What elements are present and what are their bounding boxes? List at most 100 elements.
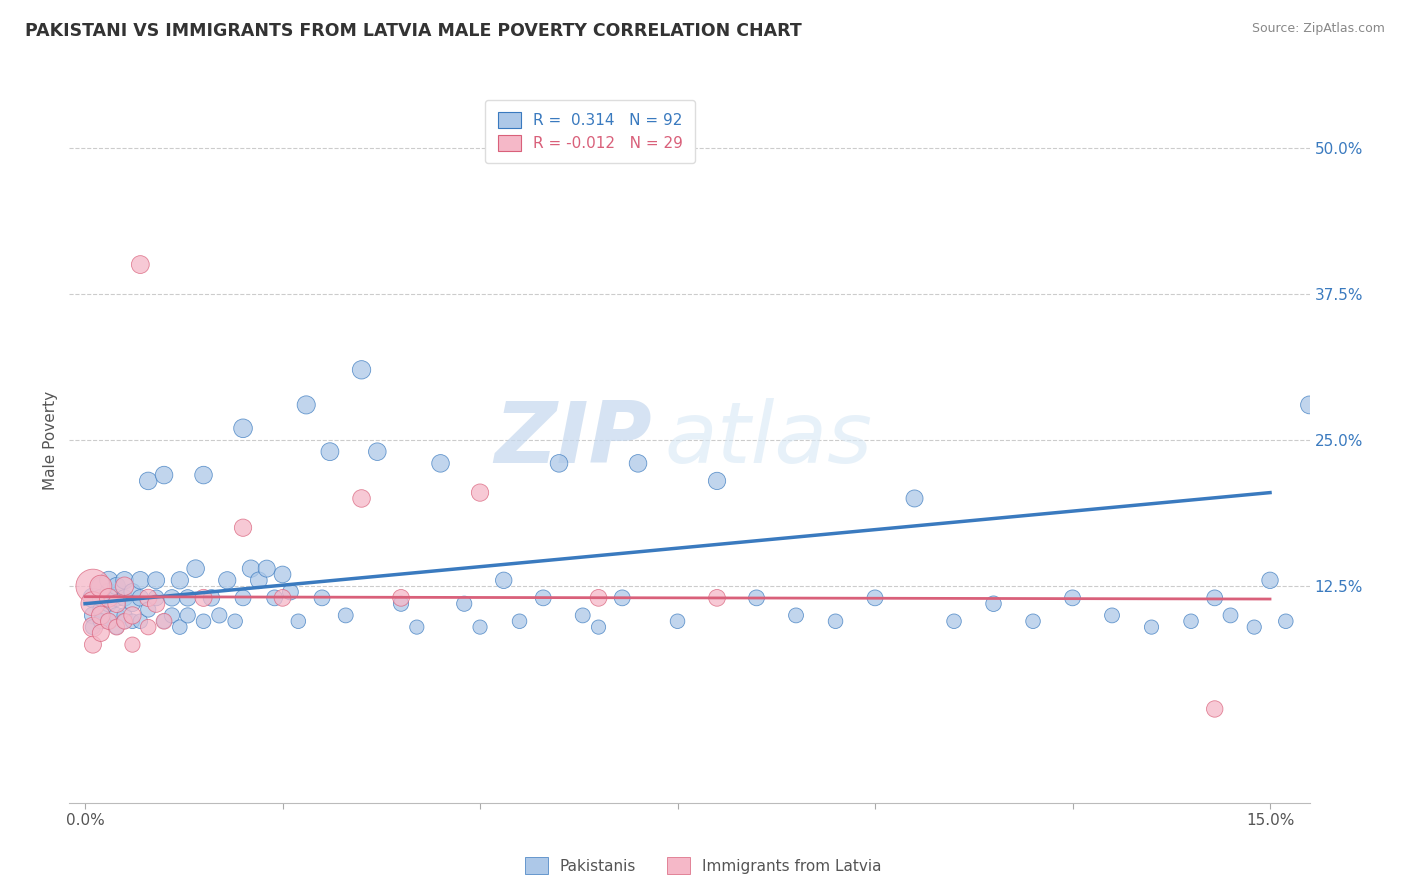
Point — [82, 620, 104, 634]
Point — [295, 398, 318, 412]
Point — [82, 638, 104, 652]
Point — [121, 614, 143, 628]
Point — [129, 258, 152, 272]
Point — [256, 561, 278, 575]
Point — [492, 574, 515, 588]
Point — [903, 491, 925, 506]
Point — [193, 591, 215, 605]
Point — [97, 585, 120, 599]
Point — [350, 363, 373, 377]
Point — [177, 608, 200, 623]
Point — [136, 620, 159, 634]
Point — [129, 614, 152, 628]
Point — [745, 591, 768, 605]
Point — [114, 591, 136, 605]
Point — [97, 574, 120, 588]
Point — [548, 456, 571, 470]
Point — [1022, 614, 1045, 628]
Point — [105, 608, 128, 623]
Point — [627, 456, 650, 470]
Point — [405, 620, 427, 634]
Point — [129, 574, 152, 588]
Point — [160, 591, 183, 605]
Point — [666, 614, 689, 628]
Point — [571, 608, 593, 623]
Point — [271, 567, 294, 582]
Point — [82, 579, 104, 593]
Point — [468, 620, 491, 634]
Point — [366, 444, 388, 458]
Point — [136, 474, 159, 488]
Point — [105, 579, 128, 593]
Point — [824, 614, 846, 628]
Point — [389, 591, 412, 605]
Point — [129, 591, 152, 605]
Point — [1101, 608, 1123, 623]
Point — [509, 614, 531, 628]
Point — [145, 574, 167, 588]
Point — [121, 608, 143, 623]
Point — [82, 608, 104, 623]
Point — [121, 585, 143, 599]
Point — [184, 561, 207, 575]
Point — [271, 591, 294, 605]
Point — [247, 574, 270, 588]
Point — [193, 614, 215, 628]
Point — [1204, 702, 1226, 716]
Point — [453, 597, 475, 611]
Point — [429, 456, 451, 470]
Point — [983, 597, 1005, 611]
Point — [193, 468, 215, 483]
Point — [335, 608, 357, 623]
Point — [468, 485, 491, 500]
Point — [1219, 608, 1241, 623]
Point — [90, 608, 112, 623]
Point — [90, 579, 112, 593]
Point — [90, 626, 112, 640]
Point — [105, 620, 128, 634]
Text: ZIP: ZIP — [495, 399, 652, 482]
Point — [114, 614, 136, 628]
Point — [82, 620, 104, 634]
Point — [153, 468, 176, 483]
Point — [612, 591, 634, 605]
Point — [1204, 591, 1226, 605]
Point — [232, 591, 254, 605]
Point — [1062, 591, 1084, 605]
Point — [169, 574, 191, 588]
Point — [200, 591, 222, 605]
Point — [1298, 398, 1320, 412]
Point — [136, 602, 159, 616]
Point — [224, 614, 246, 628]
Point — [588, 620, 610, 634]
Point — [1243, 620, 1265, 634]
Point — [311, 591, 333, 605]
Point — [105, 597, 128, 611]
Point — [169, 620, 191, 634]
Point — [943, 614, 966, 628]
Point — [97, 591, 120, 605]
Legend: R =  0.314   N = 92, R = -0.012   N = 29: R = 0.314 N = 92, R = -0.012 N = 29 — [485, 100, 695, 163]
Point — [588, 591, 610, 605]
Point — [145, 591, 167, 605]
Point — [90, 602, 112, 616]
Point — [350, 491, 373, 506]
Point — [232, 421, 254, 435]
Point — [97, 597, 120, 611]
Point — [105, 591, 128, 605]
Point — [706, 591, 728, 605]
Point — [177, 591, 200, 605]
Point — [82, 591, 104, 605]
Point — [153, 614, 176, 628]
Point — [217, 574, 239, 588]
Text: PAKISTANI VS IMMIGRANTS FROM LATVIA MALE POVERTY CORRELATION CHART: PAKISTANI VS IMMIGRANTS FROM LATVIA MALE… — [25, 22, 801, 40]
Text: Source: ZipAtlas.com: Source: ZipAtlas.com — [1251, 22, 1385, 36]
Point — [531, 591, 554, 605]
Point — [97, 614, 120, 628]
Text: atlas: atlas — [665, 399, 873, 482]
Point — [287, 614, 309, 628]
Point — [389, 597, 412, 611]
Point — [239, 561, 262, 575]
Point — [121, 597, 143, 611]
Point — [785, 608, 807, 623]
